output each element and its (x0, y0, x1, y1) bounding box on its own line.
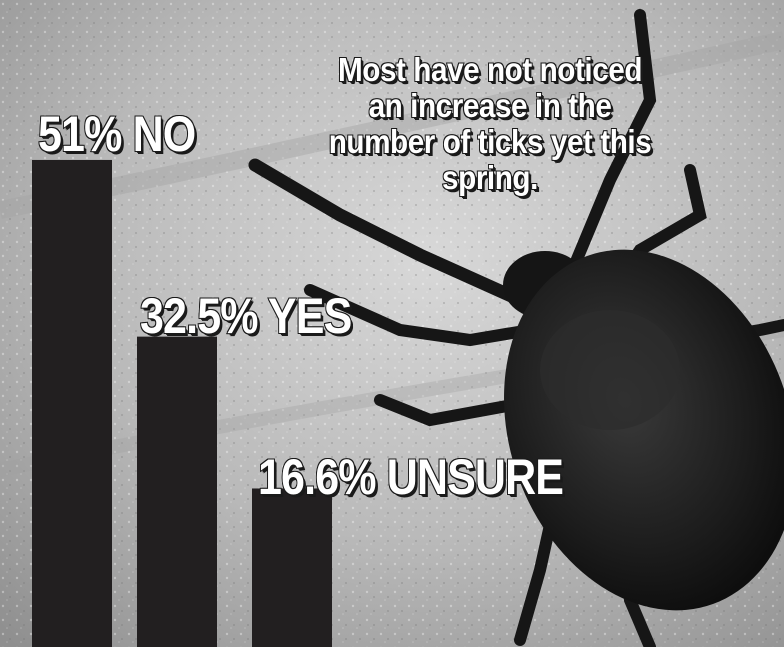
bar-unsure (252, 488, 332, 647)
bars-group (32, 159, 332, 647)
bar-no (32, 159, 112, 647)
tick-illustration (248, 9, 784, 647)
chart-title: Most have not noticed an increase in the… (328, 51, 653, 197)
bar-label-yes: 32.5% YES (139, 287, 353, 345)
bar-label-unsure: 16.6% UNSURE (257, 448, 565, 506)
bar-yes (137, 336, 217, 647)
bar-label-no: 51% NO (37, 105, 197, 163)
